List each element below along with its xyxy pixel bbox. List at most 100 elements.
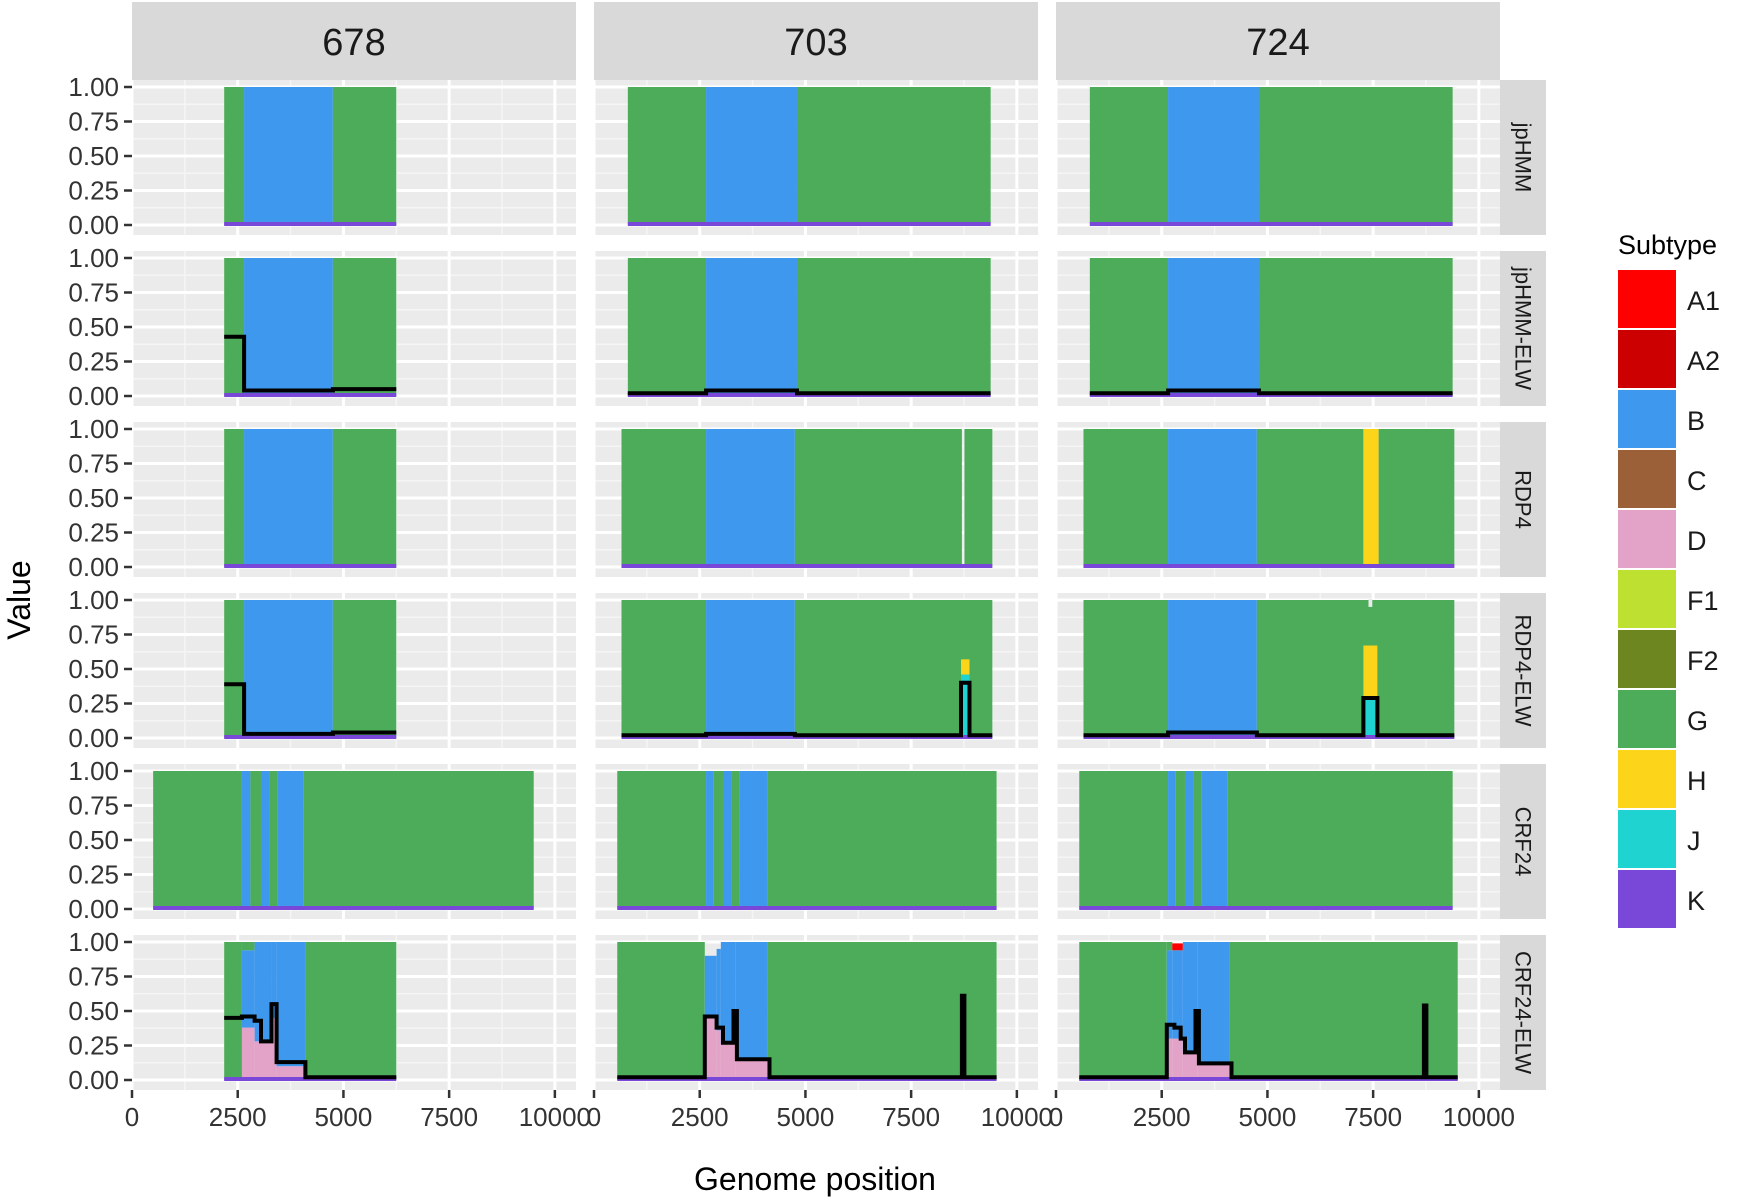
area-segment-B — [1197, 942, 1230, 1064]
y-tick-label: 0.50 — [68, 996, 119, 1026]
area-segment-D — [1172, 1038, 1183, 1080]
y-tick-label: 0.25 — [68, 1031, 119, 1061]
area-segment-G — [621, 600, 707, 738]
area-segment-G — [332, 429, 397, 567]
row-strip-label-CRF24-ELW: CRF24-ELW — [1511, 951, 1536, 1074]
area-segment-B — [276, 942, 306, 1067]
area-segment-G — [153, 771, 242, 909]
panel-678-CRF24-ELW — [224, 942, 397, 1081]
area-segment-D — [1197, 1063, 1230, 1080]
x-tick-label: 7500 — [882, 1102, 940, 1132]
column-strip-678 — [132, 2, 576, 80]
y-tick-label: 0.00 — [68, 894, 119, 924]
area-segment-B — [241, 771, 251, 909]
legend-key-H — [1618, 750, 1676, 808]
y-tick-label: 0.25 — [68, 860, 119, 890]
area-segment-G — [1079, 942, 1167, 1080]
elw-line — [224, 1002, 397, 1080]
area-segment-G — [224, 258, 245, 396]
x-tick-label: 0 — [125, 1102, 139, 1132]
y-tick-label: 0.75 — [68, 107, 119, 137]
elw-line — [224, 682, 397, 736]
area-segment-D — [276, 1066, 306, 1080]
y-tick-label: 0.75 — [68, 449, 119, 479]
area-segment-H — [1363, 645, 1378, 698]
y-tick-label: 0.25 — [68, 347, 119, 377]
legend-label-B: B — [1687, 406, 1705, 436]
area-segment-G — [713, 771, 723, 909]
panel-724-jpHMM-ELW — [1089, 258, 1453, 397]
area-segment-G — [241, 942, 255, 951]
area-segment-B — [1168, 600, 1257, 738]
y-tick-label: 0.75 — [68, 278, 119, 308]
row-strip-label-CRF24: CRF24 — [1511, 807, 1536, 877]
area-segment-G — [1256, 600, 1455, 738]
x-tick-label: 10000 — [1443, 1102, 1515, 1132]
y-tick-label: 0.00 — [68, 1065, 119, 1095]
row-strip-RDP4-ELW — [1500, 593, 1546, 748]
x-tick-label: 0 — [587, 1102, 601, 1132]
area-segment-G — [1083, 600, 1169, 738]
area-segment-H — [1363, 429, 1379, 567]
area-segment-G — [332, 600, 397, 738]
x-tick-label: 5000 — [777, 1102, 835, 1132]
area-segment-G — [767, 771, 997, 909]
area-segment-G — [303, 771, 534, 909]
legend-key-F1 — [1618, 570, 1676, 628]
area-segment-B — [1168, 771, 1176, 909]
panel-703-jpHMM-ELW — [627, 258, 991, 397]
legend-label-F2: F2 — [1687, 646, 1719, 676]
legend-title: Subtype — [1618, 230, 1717, 260]
area-segment-G — [224, 600, 245, 738]
area-segment-A1 — [1172, 943, 1183, 951]
legend-label-K: K — [1687, 886, 1705, 916]
legend-key-F2 — [1618, 630, 1676, 688]
panel-678-RDP4-ELW — [224, 600, 397, 739]
area-segment-B — [244, 87, 333, 225]
area-segment-B — [277, 771, 304, 909]
x-tick-label: 2500 — [209, 1102, 267, 1132]
area-segment-B — [244, 429, 333, 567]
panel-678-jpHMM — [224, 87, 397, 226]
area-segment-G — [1079, 771, 1169, 909]
area-segment-G — [1227, 771, 1453, 909]
area-segment-D — [704, 1017, 717, 1080]
column-strip-703 — [594, 2, 1038, 80]
elw-line — [1079, 1003, 1458, 1080]
column-strip-724 — [1056, 2, 1500, 80]
area-segment-G — [964, 429, 993, 567]
area-segment-B — [706, 771, 714, 909]
area-segment-G — [627, 258, 707, 396]
elw-line — [617, 993, 997, 1080]
y-tick-label: 0.25 — [68, 689, 119, 719]
legend-label-A2: A2 — [1687, 346, 1720, 376]
legend-label-D: D — [1687, 526, 1707, 556]
area-segment-B — [735, 942, 768, 1061]
elw-line — [1083, 696, 1455, 738]
area-segment-G — [1175, 771, 1185, 909]
row-strip-jpHMM — [1500, 80, 1546, 235]
area-segment-B — [706, 600, 795, 738]
area-segment-B — [271, 942, 277, 1018]
y-tick-label: 1.00 — [68, 756, 119, 786]
panel-678-CRF24 — [153, 771, 534, 910]
area-segment-G — [332, 258, 397, 396]
y-tick-label: 0.75 — [68, 962, 119, 992]
legend-key-C — [1618, 450, 1676, 508]
y-tick-label: 0.00 — [68, 381, 119, 411]
y-tick-label: 0.75 — [68, 620, 119, 650]
y-tick-label: 0.25 — [68, 518, 119, 548]
area-segment-B — [244, 258, 333, 396]
area-segment-G — [731, 771, 740, 909]
area-segment-B — [1168, 429, 1257, 567]
area-segment-H — [961, 659, 970, 675]
elw-line — [621, 680, 993, 738]
x-tick-label: 7500 — [1344, 1102, 1402, 1132]
panel-703-CRF24-ELW — [617, 942, 997, 1081]
elw-line — [1089, 388, 1453, 396]
area-segment-G — [627, 87, 707, 225]
legend-label-G: G — [1687, 706, 1708, 736]
row-strip-RDP4 — [1500, 422, 1546, 577]
panels-layer — [130, 80, 1500, 1090]
